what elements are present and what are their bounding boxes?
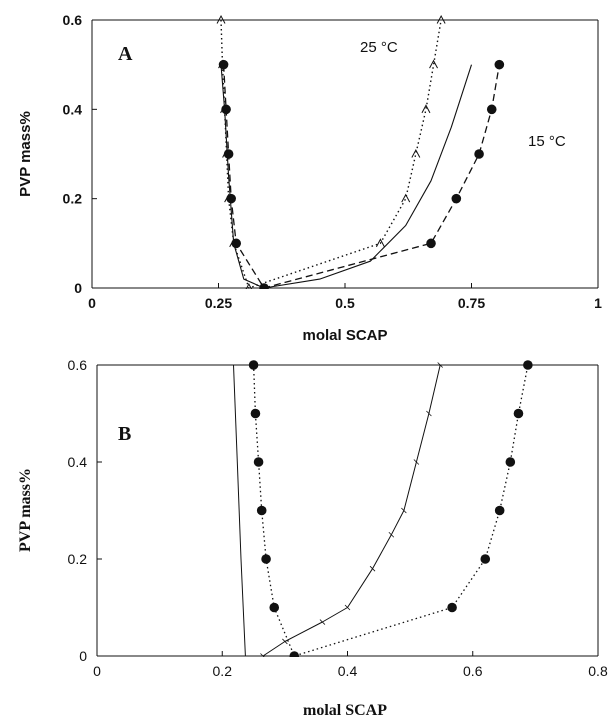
data-point-a-1-12 [436,14,446,24]
y-axis-label-b: PVP mass% [17,468,34,552]
data-point-b-0-10 [505,457,516,467]
x-tick-label-b-3: 0.6 [463,663,483,679]
data-point-b-2-9 [437,362,443,368]
data-point-b-0-11 [513,408,524,419]
chart-b: 0 0.2 0.4 0.6 0.8 0 0.2 0.4 0.6 B molal SCAP PVP… [17,357,608,719]
data-point-b-0-3 [256,505,267,516]
y-tick-label-a-3: 0.6 [63,12,83,28]
x-axis-label-b: molal SCAP [303,702,387,719]
y-tick-label-b-3: 0.6 [68,357,88,373]
data-point-a-1-8 [401,193,411,203]
series-line-a-1 [220,19,442,289]
data-point-a-1-6 [245,282,253,289]
series-line-a-0 [222,64,500,289]
series-line-b-0 [252,364,529,657]
x-tick-label-a-4: 1 [594,295,602,311]
data-point-a-1-1 [218,59,227,69]
data-point-b-2-1 [282,638,288,645]
chart-a: 0 0.25 0.5 0.75 1 0 0.2 0.4 0.6 A 25 °C 15 °C mo… [17,12,602,344]
x-tick-label-b-0: 0 [93,663,101,679]
data-point-a-0-9 [486,104,497,115]
y-tick-label-b-1: 0.2 [68,551,88,567]
y-axis-label-a: PVP mass% [17,111,34,197]
ticks-b: 0 0.2 0.4 0.6 0.8 0 0.2 0.4 0.6 [68,357,608,679]
data-point-b-0-2 [253,457,264,467]
y-tick-label-a-1: 0.2 [63,191,83,207]
data-point-b-0-4 [261,554,271,564]
annotation-15c: 15 °C [528,133,566,150]
data-point-b-2-7 [413,459,420,465]
data-point-a-0-7 [451,193,462,204]
x-tick-label-a-1: 0.25 [205,295,232,311]
data-point-a-1-9 [411,148,421,158]
y-tick-label-b-2: 0.4 [68,454,88,470]
x-tick-label-b-4: 0.8 [588,663,608,679]
data-point-a-0-8 [474,149,484,159]
data-point-b-2-3 [344,604,351,611]
data-point-a-1-10 [421,104,431,114]
x-axis-label-a: molal SCAP [302,327,387,344]
series-b [233,360,533,657]
series-line-b-1 [233,364,246,657]
data-point-b-0-9 [494,505,505,516]
data-point-a-1-0 [216,14,226,24]
data-point-b-0-12 [523,360,533,370]
data-point-a-0-10 [494,59,505,70]
data-point-b-2-2 [319,619,326,625]
data-point-b-2-5 [388,531,395,538]
data-point-b-0-1 [250,408,261,419]
y-tick-label-a-0: 0 [74,280,82,296]
panel-label-b: B [118,423,131,445]
annotation-25c: 25 °C [360,39,398,56]
data-point-a-1-7 [375,238,385,248]
data-point-b-2-4 [369,565,376,572]
data-point-b-0-5 [269,602,280,613]
data-point-b-0-8 [480,554,491,564]
data-point-b-2-8 [426,410,432,417]
y-tick-label-a-2: 0.4 [63,101,83,117]
data-point-a-1-11 [429,59,438,69]
data-point-b-2-6 [401,507,407,514]
data-point-a-0-6 [426,238,436,249]
data-point-b-0-7 [447,602,457,613]
x-tick-label-a-2: 0.5 [335,295,355,311]
data-point-b-0-0 [248,360,259,370]
panel-label-a: A [118,43,133,65]
data-point-b-0-6 [289,651,300,657]
data-point-b-2-0 [260,653,265,657]
data-point-a-1-4 [224,193,234,203]
y-tick-label-b-0: 0 [79,648,87,664]
x-tick-label-a-0: 0 [88,295,96,311]
x-tick-label-a-3: 0.75 [458,295,485,311]
ticks-a: 0 0.25 0.5 0.75 1 0 0.2 0.4 0.6 [63,12,603,311]
x-tick-label-b-1: 0.2 [213,663,233,679]
x-tick-label-b-2: 0.4 [338,663,358,679]
series-a [216,14,505,289]
series-line-b-2 [262,364,441,657]
series-line-a-2 [220,64,473,289]
